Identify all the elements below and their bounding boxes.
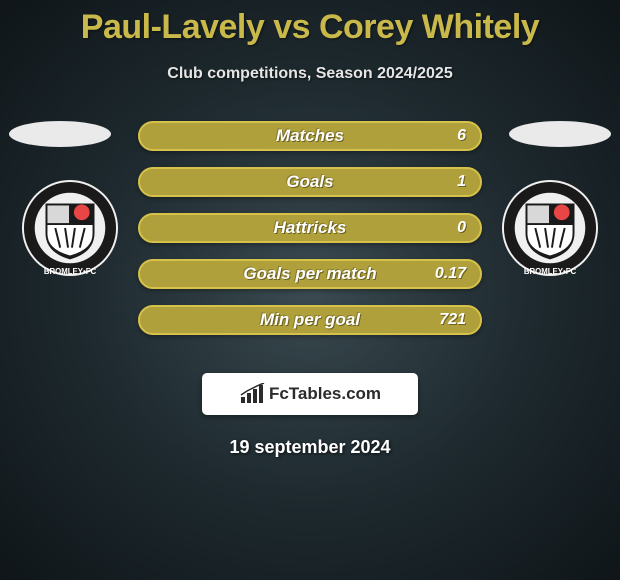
date-line: 19 september 2024 [0, 437, 620, 458]
bar-chart-icon [239, 383, 265, 405]
stat-label: Hattricks [140, 215, 480, 241]
svg-text:BROMLEY•FC: BROMLEY•FC [524, 267, 577, 276]
player-placeholder-left [9, 121, 111, 147]
stat-value: 1 [457, 169, 466, 195]
stat-label: Matches [140, 123, 480, 149]
stat-bar-goals: Goals 1 [138, 167, 482, 197]
stat-label: Min per goal [140, 307, 480, 333]
stat-value: 0.17 [435, 261, 466, 287]
stat-bar-matches: Matches 6 [138, 121, 482, 151]
bromley-crest-icon: BROMLEY•FC [501, 179, 599, 277]
stat-value: 721 [439, 307, 466, 333]
stat-label: Goals per match [140, 261, 480, 287]
svg-text:BROMLEY•FC: BROMLEY•FC [44, 267, 97, 276]
player-placeholder-right [509, 121, 611, 147]
comparison-card: Paul-Lavely vs Corey Whitely Club compet… [0, 0, 620, 580]
stat-value: 0 [457, 215, 466, 241]
stat-bar-hattricks: Hattricks 0 [138, 213, 482, 243]
stat-label: Goals [140, 169, 480, 195]
brand-text: FcTables.com [269, 384, 381, 404]
stat-bar-min-per-goal: Min per goal 721 [138, 305, 482, 335]
bromley-crest-icon: BROMLEY•FC [21, 179, 119, 277]
stats-area: BROMLEY•FC BROMLEY•FC Matches 6 [0, 121, 620, 361]
club-badge-right: BROMLEY•FC [501, 179, 599, 277]
stats-column: Matches 6 Goals 1 Hattricks 0 Goals per … [138, 121, 482, 351]
page-title: Paul-Lavely vs Corey Whitely [0, 8, 620, 47]
brand-box[interactable]: FcTables.com [202, 373, 418, 415]
stat-value: 6 [457, 123, 466, 149]
club-badge-left: BROMLEY•FC [21, 179, 119, 277]
page-subtitle: Club competitions, Season 2024/2025 [0, 65, 620, 83]
stat-bar-goals-per-match: Goals per match 0.17 [138, 259, 482, 289]
